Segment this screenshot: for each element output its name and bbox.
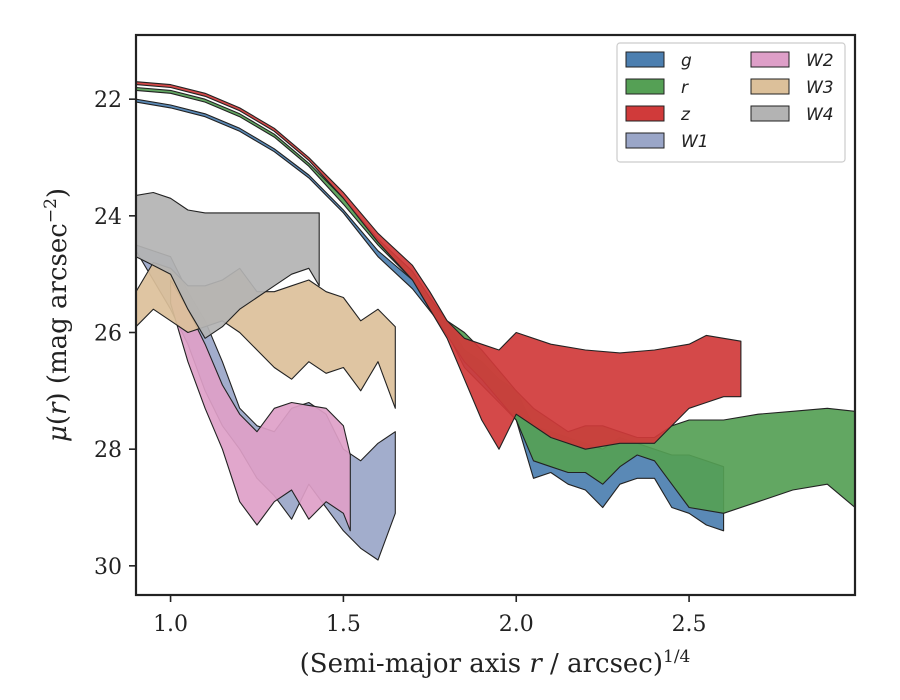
legend-swatch-w4 — [750, 105, 790, 122]
x-tick-label: 1.5 — [326, 612, 361, 637]
legend-label-r: r — [681, 78, 689, 98]
legend-label-w4: W4 — [806, 105, 834, 125]
legend-swatch-w3 — [750, 78, 790, 95]
series-band-z — [136, 81, 742, 450]
legend-label-w3: W3 — [806, 78, 834, 98]
legend-label-g: g — [681, 51, 692, 71]
x-axis-label: (Semi-major axis r / arcsec)1/4 — [300, 647, 691, 679]
x-tick-label: 2.5 — [672, 612, 707, 637]
legend-label-z: z — [680, 105, 691, 125]
legend-swatch-r — [625, 78, 665, 95]
y-tick-label: 22 — [94, 88, 122, 113]
y-tick-label: 28 — [94, 438, 122, 463]
series-band-w2 — [170, 279, 351, 532]
legend-swatch-w1 — [625, 132, 665, 149]
legend-frame — [616, 42, 846, 163]
x-axis: 1.0 1.5 2.0 2.5 — [153, 595, 707, 637]
legend-swatch-z — [625, 105, 665, 122]
y-axis: 22 24 26 28 30 — [94, 88, 136, 580]
legend: grz W1 W2 W3 W4 — [616, 42, 846, 163]
y-tick-label: 26 — [94, 322, 122, 347]
x-tick-label: 2.0 — [499, 612, 534, 637]
plot-frame — [134, 33, 857, 597]
y-tick-label: 24 — [94, 205, 122, 230]
y-tick-label: 30 — [94, 555, 122, 580]
series-band-w4 — [136, 191, 320, 339]
legend-swatch-g — [625, 51, 665, 68]
x-tick-label: 1.0 — [153, 612, 188, 637]
legend-label-w1: W1 — [681, 132, 709, 152]
series-layer — [136, 81, 855, 561]
legend-label-w2: W2 — [806, 51, 834, 71]
legend-swatch-w2 — [750, 51, 790, 68]
y-axis-label: μ(r) (mag arcsec−2) — [41, 188, 73, 442]
